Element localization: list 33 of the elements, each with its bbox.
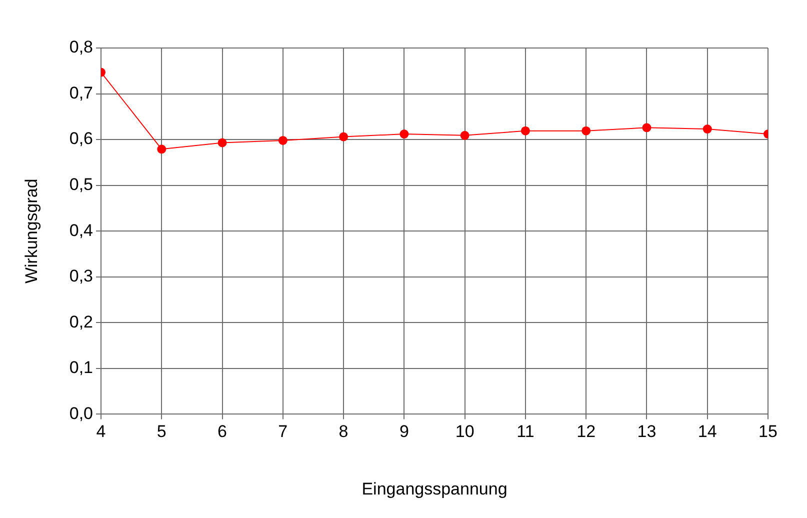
point	[218, 138, 227, 148]
y-tick-label: 0,8	[69, 38, 93, 57]
x-tick-label: 15	[758, 422, 778, 442]
point	[400, 130, 409, 139]
point	[520, 126, 530, 136]
y-tick-label: 0,6	[69, 129, 93, 148]
y-axis-title: Wirkungsgrad	[22, 178, 41, 284]
y-tick-label: 0,1	[69, 358, 93, 378]
x-tick-label: 4	[96, 422, 106, 442]
x-tick-label: 12	[576, 422, 596, 442]
point	[278, 136, 288, 145]
y-tick-label: 0,4	[69, 220, 93, 240]
x-tick-label: 10	[455, 422, 474, 442]
point	[460, 130, 470, 140]
point	[642, 123, 652, 132]
x-tick-label: 5	[156, 422, 166, 442]
y-tick-label: 0,2	[69, 312, 93, 332]
y-tick-label: 0,3	[69, 266, 93, 286]
x-tick-label: 9	[399, 422, 409, 442]
x-tick-label: 7	[278, 422, 288, 442]
x-axis-title: Eingangsspannung	[362, 479, 508, 498]
point	[582, 126, 591, 136]
x-tick-label: 14	[698, 422, 717, 442]
y-tick-label: 0,7	[69, 83, 93, 102]
point	[339, 132, 348, 142]
y-tick-label: 0,5	[69, 175, 93, 194]
x-tick-label: 13	[637, 422, 656, 442]
y-tick-label: 0,0	[69, 404, 93, 423]
x-tick-label: 6	[218, 422, 228, 442]
x-tick-label: 11	[516, 422, 534, 442]
x-tick-label: 8	[338, 422, 348, 442]
point	[157, 144, 166, 154]
point	[702, 124, 712, 134]
